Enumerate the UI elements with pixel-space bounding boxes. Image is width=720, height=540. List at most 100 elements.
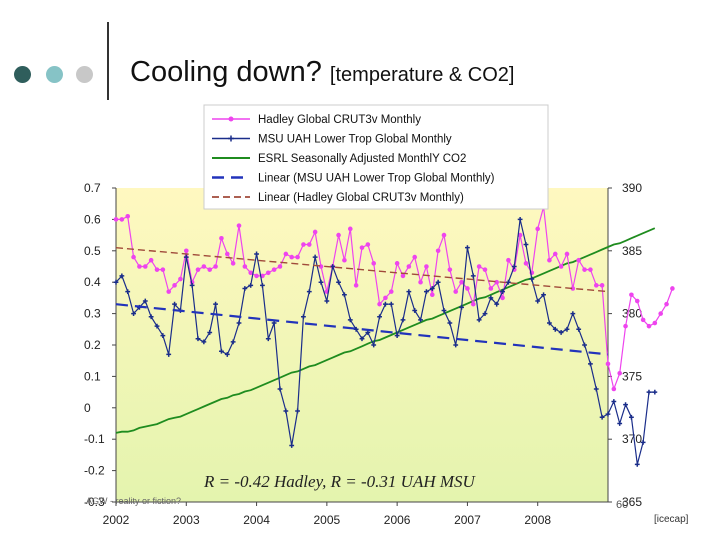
uah-point <box>119 273 125 279</box>
uah-point <box>547 320 552 326</box>
y-left-tick-label: -0.2 <box>84 464 105 478</box>
uah-point <box>453 342 459 348</box>
hadley-point <box>424 264 429 269</box>
hadley-point <box>599 283 605 288</box>
decor-dot-dark <box>14 66 31 83</box>
uah-point <box>652 389 658 395</box>
hadley-point <box>224 251 230 257</box>
series-line-co2 <box>115 227 656 434</box>
hadley-point <box>576 257 581 263</box>
hadley-point <box>611 386 617 392</box>
plot-area <box>116 188 608 502</box>
hadley-point <box>178 276 183 282</box>
footer-text: AGW - reality or fiction? <box>86 496 182 506</box>
uah-point <box>529 276 535 282</box>
hadley-point <box>582 267 587 272</box>
hadley-point <box>418 279 423 285</box>
uah-point <box>576 326 582 332</box>
series-layer <box>113 204 675 467</box>
hadley-point <box>201 264 207 269</box>
uah-point <box>377 314 382 320</box>
hadley-point <box>564 251 570 257</box>
hadley-point <box>312 229 318 235</box>
hadley-point <box>429 292 435 298</box>
uah-point <box>564 326 570 332</box>
uah-point <box>488 295 494 301</box>
x-tick-label: 2002 <box>103 513 130 527</box>
uah-point <box>125 289 131 295</box>
uah-point <box>506 279 511 285</box>
decor-dot-teal <box>46 66 63 83</box>
hadley-point <box>306 242 312 247</box>
hadley-point <box>640 317 646 323</box>
y-right-tick-label: 375 <box>622 369 642 383</box>
uah-point <box>189 282 195 288</box>
uah-point <box>383 301 388 307</box>
hadley-point <box>137 264 142 269</box>
hadley-point <box>342 257 347 263</box>
hadley-point <box>629 292 634 298</box>
uah-point <box>201 339 207 345</box>
uah-point <box>406 289 412 295</box>
uah-point <box>289 443 295 448</box>
hadley-point <box>142 264 148 269</box>
uah-point <box>435 279 441 285</box>
y-left-tick-label: 0.4 <box>84 275 101 289</box>
uah-point <box>476 317 482 323</box>
uah-point <box>242 286 248 291</box>
title-divider <box>107 22 109 100</box>
uah-point <box>113 279 119 285</box>
hadley-point <box>347 226 353 232</box>
legend-label: ESRL Seasonally Adjusted MonthlY CO2 <box>258 153 466 165</box>
legend-label: Linear (MSU UAH Lower Trop Global Monthl… <box>258 173 495 185</box>
uah-point <box>482 311 488 316</box>
hadley-point <box>664 301 669 307</box>
hadley-point <box>470 301 476 307</box>
hadley-point <box>482 267 488 272</box>
uah-point <box>318 279 324 285</box>
hadley-point <box>154 267 160 272</box>
y-left-tick-label: -0.1 <box>84 432 105 446</box>
uah-point <box>219 348 224 354</box>
hadley-point <box>119 217 125 222</box>
correlation-annotation: R = -0.42 Hadley, R = -0.31 UAH MSU <box>203 472 477 491</box>
source-credit: [icecap] <box>654 514 689 525</box>
hadley-point <box>459 279 464 285</box>
hadley-point <box>488 286 494 291</box>
legend-box <box>203 104 549 210</box>
uah-point <box>465 245 470 251</box>
hadley-point <box>248 270 254 276</box>
uah-point <box>570 311 576 316</box>
uah-point <box>599 414 605 420</box>
hadley-point <box>500 295 505 301</box>
uah-point <box>342 292 347 298</box>
uah-point <box>213 301 218 307</box>
page-title: Cooling down? [temperature & CO2] <box>130 56 514 89</box>
uah-point <box>148 314 154 320</box>
uah-point <box>224 352 230 357</box>
hadley-point <box>277 264 283 269</box>
hadley-point <box>160 267 166 272</box>
uah-point <box>634 461 640 467</box>
hadley-point <box>658 311 663 316</box>
x-tick-label: 2004 <box>243 513 270 527</box>
hadley-point <box>207 267 213 272</box>
hadley-point <box>523 261 529 266</box>
uah-point <box>429 286 435 291</box>
uah-point <box>517 217 523 222</box>
uah-point <box>459 304 464 310</box>
x-tick-label: 2003 <box>173 513 200 527</box>
uah-point <box>371 342 377 348</box>
y-right-tick-label: 370 <box>622 432 642 446</box>
y-right-tick-label: 390 <box>622 181 642 195</box>
uah-point <box>535 298 541 304</box>
uah-point <box>447 320 453 326</box>
hadley-point <box>289 254 295 260</box>
hadley-point <box>517 232 523 238</box>
uah-point <box>236 320 242 326</box>
uah-point <box>207 330 213 335</box>
hadley-point <box>623 323 628 329</box>
uah-point <box>160 333 166 338</box>
uah-point <box>306 289 312 295</box>
hadley-point <box>301 242 306 247</box>
